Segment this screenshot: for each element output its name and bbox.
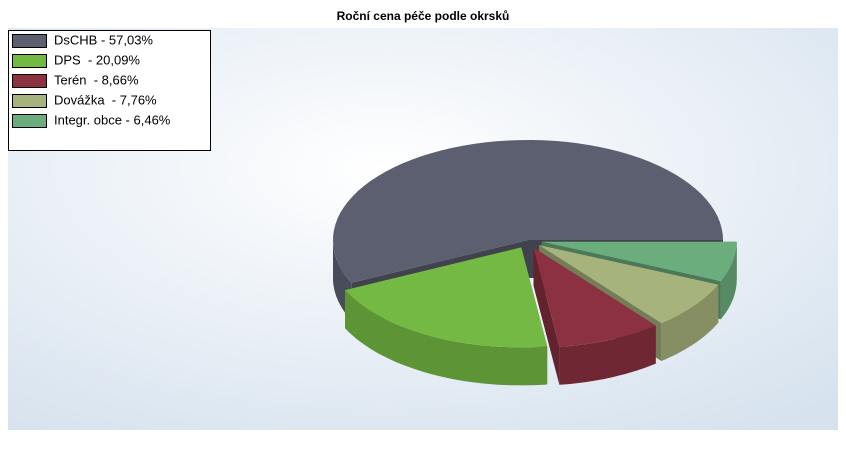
legend-swatch: [12, 94, 47, 108]
slice: [345, 247, 548, 348]
chart-title: Roční cena péče podle okrsků: [337, 9, 510, 23]
legend-swatch: [12, 54, 47, 68]
legend-swatch: [12, 34, 47, 48]
slice-side: [661, 284, 719, 361]
legend: DsCHB - 57,03% DPS - 20,09% Terén - 8,66% D…: [8, 30, 211, 151]
slice: [533, 247, 656, 347]
legend-label: DsCHB - 57,03%: [54, 32, 153, 47]
slice-side: [345, 290, 548, 386]
slice-side: [559, 325, 656, 385]
slice: [541, 241, 737, 282]
legend-label: DPS - 20,09%: [54, 52, 140, 67]
legend-swatch: [12, 74, 47, 88]
legend-label: Dovážka - 7,76%: [54, 92, 157, 107]
pie: [333, 140, 737, 386]
slice-side: [720, 241, 737, 320]
slice: [333, 140, 723, 283]
slice-side: [533, 247, 560, 385]
legend-swatch: [12, 114, 47, 128]
legend-box: [8, 30, 211, 151]
slice: [539, 245, 719, 323]
legend-label: Terén - 8,66%: [54, 72, 139, 87]
legend-label: Integr. obce - 6,46%: [54, 112, 171, 127]
